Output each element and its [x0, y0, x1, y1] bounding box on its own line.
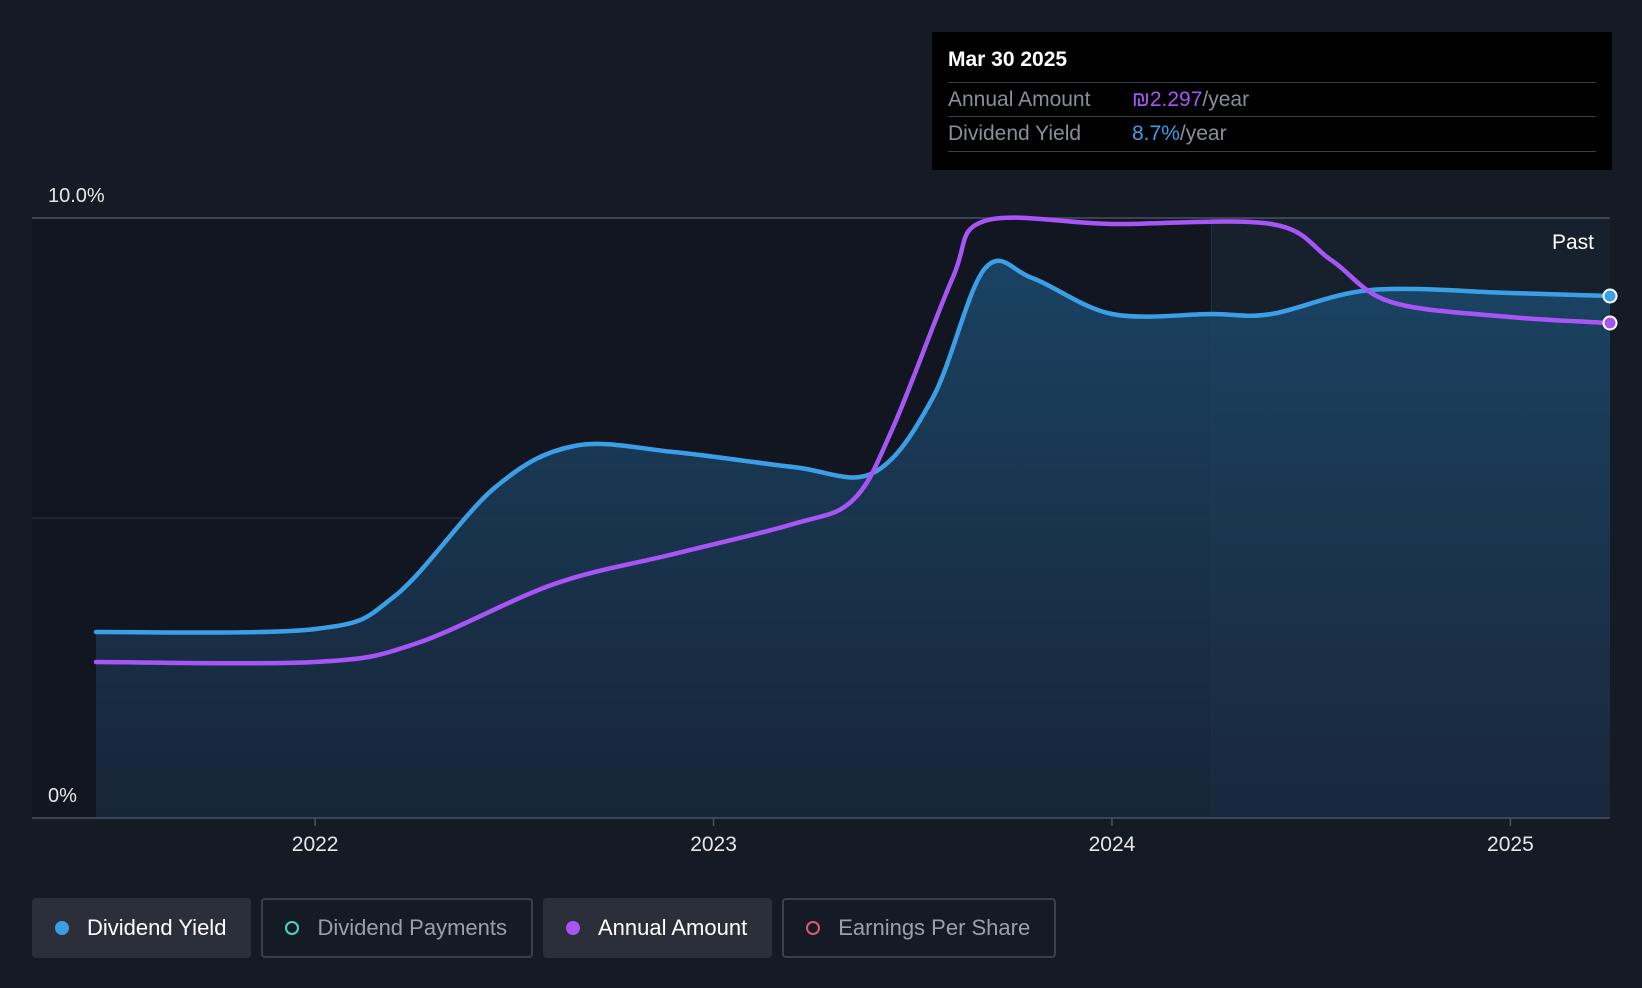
tooltip-value-suffix: /year: [1179, 122, 1227, 145]
x-tick-label: 2024: [1089, 833, 1136, 856]
legend-dividend-yield[interactable]: Dividend Yield: [32, 898, 252, 958]
tooltip-value-number: 8.7%: [1132, 122, 1180, 145]
tooltip-label: Annual Amount: [948, 88, 1091, 111]
tooltip-value-number: ₪2.297: [1132, 88, 1203, 111]
tooltip-value-suffix: /year: [1202, 88, 1250, 111]
chart-tooltip: Mar 30 2025 Annual Amount ₪2.297/year Di…: [932, 32, 1612, 170]
tooltip-row-annual-amount: Annual Amount ₪2.297/year: [948, 82, 1596, 117]
filled-circle-icon: [565, 921, 580, 935]
chart-legend: Dividend Yield Dividend Payments Annual …: [32, 898, 1057, 960]
filled-circle-icon: [55, 921, 69, 935]
hollow-circle-icon: [285, 921, 300, 935]
y-tick-label: 0%: [48, 785, 77, 807]
series-area-0: [96, 260, 1610, 818]
tooltip-row-dividend-yield: Dividend Yield 8.7%/year: [948, 116, 1596, 152]
legend-label: Dividend Payments: [317, 915, 507, 940]
tooltip-date: Mar 30 2025: [948, 48, 1068, 71]
legend-earnings-per-share[interactable]: Earnings Per Share: [782, 898, 1057, 958]
legend-label: Dividend Yield: [87, 915, 227, 940]
series-end-marker-0: [1602, 288, 1618, 304]
x-tick-label: 2023: [690, 833, 737, 856]
legend-annual-amount[interactable]: Annual Amount: [542, 898, 773, 958]
legend-label: Annual Amount: [597, 915, 748, 940]
y-tick-label: 10.0%: [48, 185, 105, 207]
tooltip-label: Dividend Yield: [948, 122, 1082, 145]
legend-label: Earnings Per Share: [838, 915, 1031, 940]
series-end-marker-1: [1602, 315, 1618, 331]
hollow-circle-icon: [806, 921, 821, 935]
series-line-1: [93, 215, 1613, 666]
tooltip-value: 8.7%/year: [1132, 117, 1227, 151]
tooltip-value: ₪2.297/year: [1132, 83, 1249, 117]
x-tick-label: 2025: [1487, 833, 1534, 856]
series-line-0: [93, 258, 1613, 635]
legend-dividend-payments[interactable]: Dividend Payments: [261, 898, 533, 958]
past-label: Past: [1552, 231, 1594, 254]
x-tick-label: 2022: [292, 833, 339, 856]
